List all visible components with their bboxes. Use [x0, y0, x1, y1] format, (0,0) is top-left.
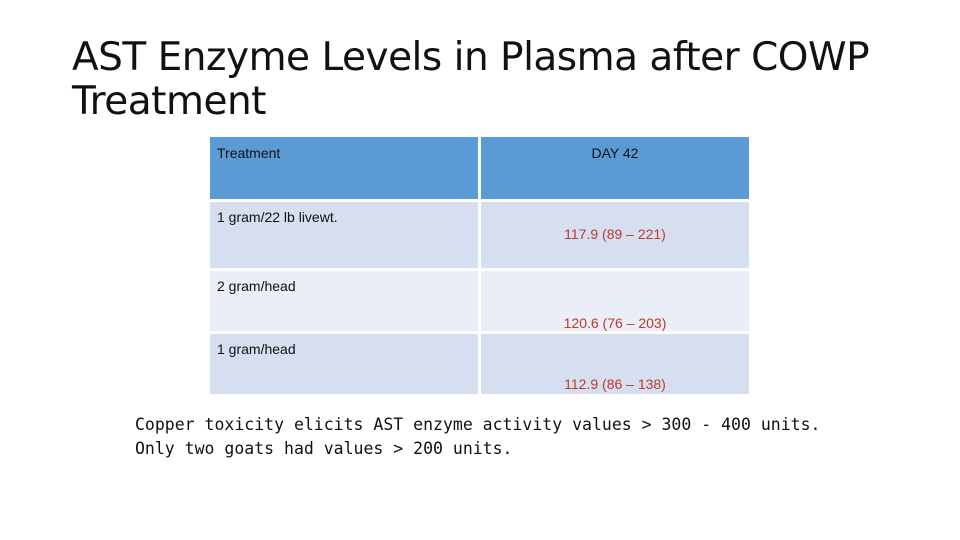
day42-value: 117.9 (89 – 221) [564, 226, 666, 242]
day42-cell: 117.9 (89 – 221) [481, 202, 749, 268]
table-row: 1 gram/head 112.9 (86 – 138) [210, 334, 749, 394]
treatment-label: 1 gram/22 lb livewt. [217, 209, 338, 225]
footnote: Copper toxicity elicits AST enzyme activ… [135, 413, 895, 461]
day42-cell: 112.9 (86 – 138) [481, 334, 749, 394]
table-header-row: Treatment DAY 42 [210, 137, 749, 199]
header-cell-day42: DAY 42 [481, 137, 749, 199]
treatment-cell: 1 gram/head [210, 334, 478, 394]
day42-value: 120.6 (76 – 203) [563, 315, 667, 331]
header-cell-treatment: Treatment [210, 137, 478, 199]
footnote-line-goats: Only two goats had values > 200 units. [135, 439, 513, 458]
table-row: 2 gram/head 120.6 (76 – 203) [210, 271, 749, 331]
treatment-cell: 2 gram/head [210, 271, 478, 331]
slide-title: AST Enzyme Levels in Plasma after COWP T… [72, 35, 870, 124]
treatment-label: 1 gram/head [217, 341, 296, 357]
footnote-line-toxicity: Copper toxicity elicits AST enzyme activ… [135, 415, 821, 434]
treatment-label: 2 gram/head [217, 278, 296, 294]
header-label-day42: DAY 42 [591, 145, 639, 161]
table-row: 1 gram/22 lb livewt. 117.9 (89 – 221) [210, 202, 749, 268]
treatment-cell: 1 gram/22 lb livewt. [210, 202, 478, 268]
day42-cell: 120.6 (76 – 203) [481, 271, 749, 331]
day42-value: 112.9 (86 – 138) [564, 376, 666, 392]
header-label-treatment: Treatment [217, 145, 281, 161]
data-table: Treatment DAY 42 1 gram/22 lb livewt. 11… [210, 137, 749, 394]
